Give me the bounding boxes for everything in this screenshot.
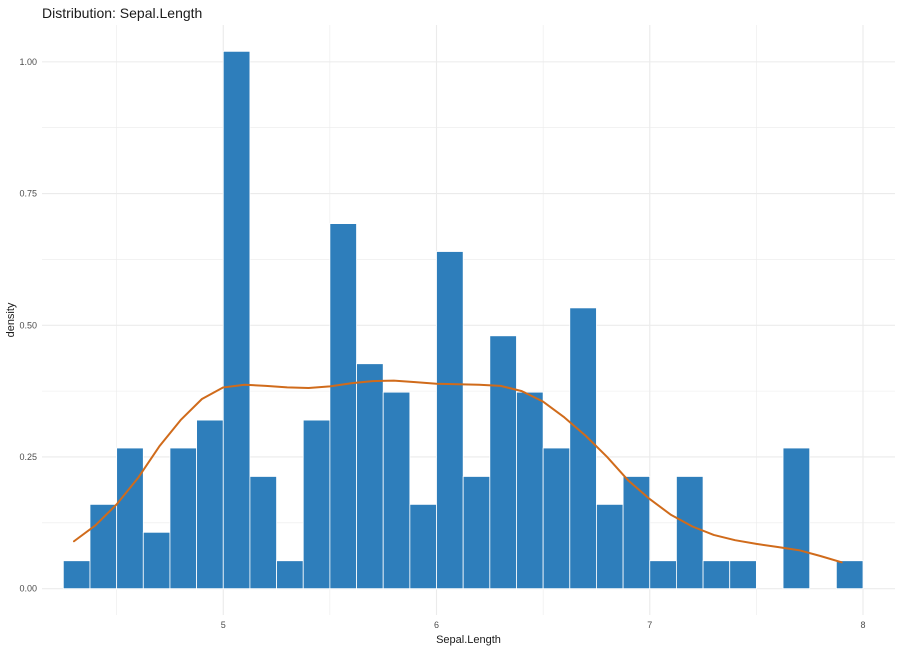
histogram-bar	[356, 363, 384, 590]
histogram-bar	[169, 447, 198, 590]
y-tick-label: 0.25	[19, 452, 37, 462]
histogram-bar	[649, 560, 677, 590]
histogram-bar	[702, 560, 731, 590]
histogram-bar	[196, 419, 224, 590]
histogram-bar	[462, 476, 491, 590]
histogram-bar	[569, 307, 597, 590]
histogram-bar	[222, 50, 251, 590]
histogram-bar	[382, 391, 411, 590]
y-tick-label: 1.00	[19, 57, 37, 67]
histogram-bar	[276, 560, 304, 590]
chart-title: Distribution: Sepal.Length	[42, 5, 203, 21]
histogram-bar	[409, 503, 437, 590]
density-curve	[72, 379, 843, 564]
histogram-bar	[249, 476, 277, 590]
histogram-bar	[516, 391, 544, 590]
histogram-bar	[89, 503, 118, 590]
histogram-bar	[729, 560, 757, 590]
x-tick-label: 5	[221, 620, 226, 630]
histogram-bar	[782, 447, 811, 590]
x-axis-ticks: 5 6 7 8	[221, 620, 866, 630]
y-tick-label: 0.50	[19, 320, 37, 330]
y-axis-ticks: 0.00 0.25 0.50 0.75 1.00	[19, 57, 37, 594]
histogram-bar	[542, 447, 571, 590]
histogram-bar	[116, 447, 144, 590]
histogram-bar	[62, 560, 91, 590]
y-axis-label: density	[5, 302, 17, 337]
histogram-bar	[676, 476, 704, 590]
histogram-bar	[622, 476, 651, 590]
x-tick-label: 7	[647, 620, 652, 630]
histogram-bar	[835, 560, 864, 590]
histogram-bar	[489, 335, 517, 590]
histogram-bars	[62, 50, 864, 590]
x-tick-label: 8	[861, 620, 866, 630]
histogram-bar	[436, 251, 464, 590]
histogram-bar	[596, 503, 624, 590]
histogram-bar	[329, 223, 357, 590]
x-axis-label: Sepal.Length	[436, 634, 501, 646]
y-tick-label: 0.00	[19, 584, 37, 594]
y-tick-label: 0.75	[19, 189, 37, 199]
histogram-bar	[142, 531, 171, 590]
histogram-bar	[302, 419, 331, 590]
x-tick-label: 6	[434, 620, 439, 630]
